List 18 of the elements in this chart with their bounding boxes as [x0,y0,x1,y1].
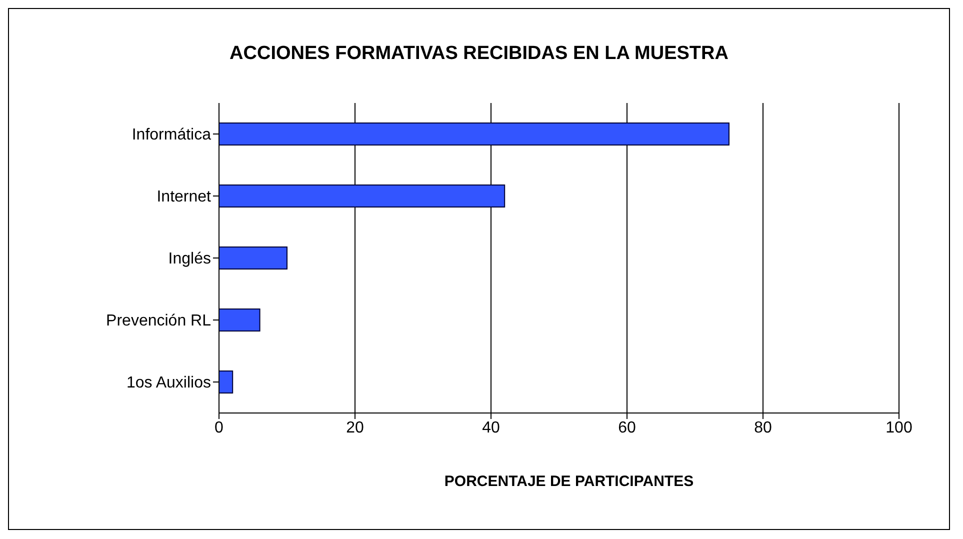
x-tick-label: 60 [618,419,636,436]
x-tick-label: 20 [346,419,364,436]
bar [219,246,288,270]
x-axis-title: PORCENTAJE DE PARTICIPANTES [443,473,695,490]
y-tick-label: 1os Auxilios [126,374,211,392]
x-tick-label: 40 [482,419,500,436]
x-tick-label: 80 [754,419,772,436]
x-tick-label: 100 [886,419,912,436]
y-tick-label: Inglés [168,250,211,268]
x-tick-label: 0 [214,419,224,436]
y-tick-label: Informática [132,126,212,144]
chart-title: ACCIONES FORMATIVAS RECIBIDAS EN LA MUESTRA [228,43,730,66]
bar [219,184,506,208]
bar [219,122,730,146]
bar [219,308,260,332]
bar [219,370,234,394]
y-tick-label: Prevención RL [106,312,212,330]
y-tick-label: Internet [156,188,212,206]
